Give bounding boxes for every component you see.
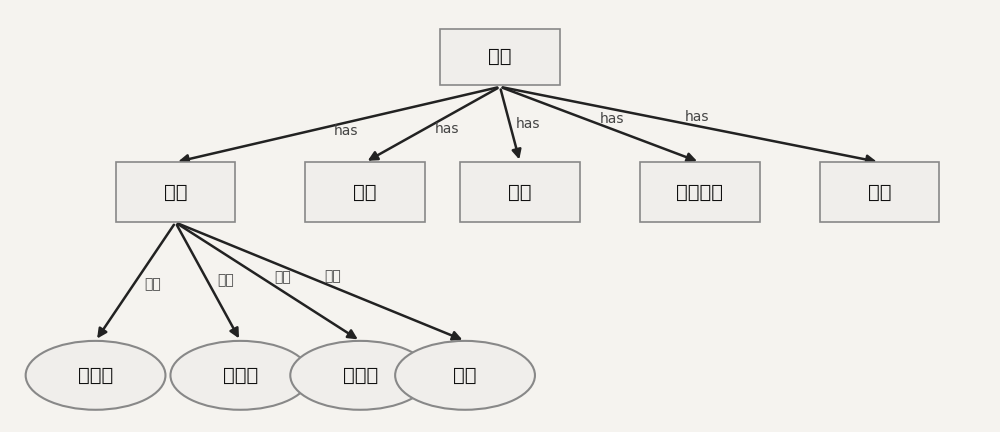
FancyBboxPatch shape [640,162,760,222]
Ellipse shape [290,341,430,410]
FancyBboxPatch shape [440,29,560,85]
Text: 属性: 属性 [144,277,161,291]
Text: has: has [334,124,358,138]
Ellipse shape [170,341,310,410]
Text: 模式设置: 模式设置 [676,183,723,202]
FancyBboxPatch shape [460,162,580,222]
Text: 步进値: 步进値 [343,366,378,385]
Text: 最小値: 最小値 [223,366,258,385]
Text: 单位: 单位 [453,366,477,385]
Ellipse shape [395,341,535,410]
FancyBboxPatch shape [305,162,425,222]
Text: has: has [516,117,540,130]
Text: 升温: 升温 [164,183,187,202]
Text: 属性: 属性 [217,273,234,287]
Text: 空调: 空调 [488,47,512,66]
Text: 降温: 降温 [353,183,377,202]
Text: has: has [599,111,624,126]
Text: 属性: 属性 [324,269,341,283]
Text: 风向: 风向 [508,183,532,202]
Text: 开关: 开关 [868,183,891,202]
Text: 属性: 属性 [274,270,291,284]
Ellipse shape [26,341,165,410]
Text: has: has [685,111,710,124]
FancyBboxPatch shape [116,162,235,222]
FancyBboxPatch shape [820,162,939,222]
Text: 最大値: 最大値 [78,366,113,385]
Text: has: has [435,122,459,136]
